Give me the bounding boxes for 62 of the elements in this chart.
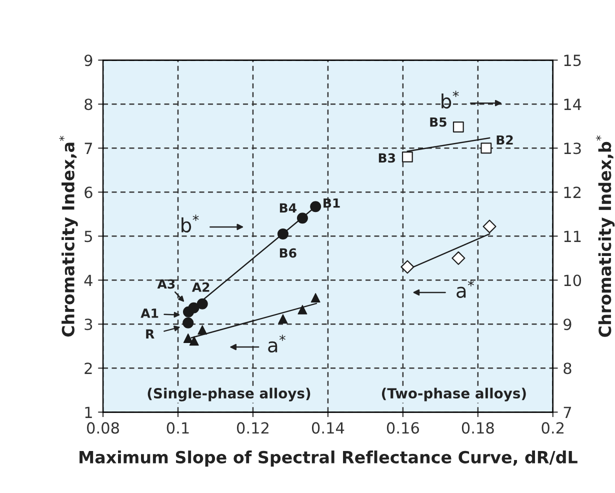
x-tick-label: 0.08 bbox=[87, 422, 119, 434]
point bbox=[452, 251, 466, 265]
y2-tick-label: 13 bbox=[564, 142, 581, 154]
x-axis-title: Maximum Slope of Spectral Reflectance Curve, dR/dL bbox=[80, 450, 578, 467]
point bbox=[400, 260, 414, 274]
y-axis-title: Chromaticity Index,a$^{*}$ bbox=[59, 136, 78, 337]
point bbox=[183, 333, 193, 343]
point bbox=[310, 293, 320, 302]
x-tick-label: 0.1 bbox=[166, 422, 189, 434]
annotation: B6 bbox=[280, 248, 296, 258]
point bbox=[452, 122, 464, 132]
annotation: b$^{*}$ bbox=[182, 214, 199, 232]
point bbox=[296, 212, 308, 224]
x-tick-label: 0.16 bbox=[386, 422, 419, 434]
y-tick-label: 9 bbox=[84, 54, 92, 66]
annotation: B4 bbox=[280, 203, 296, 212]
y-tick-label: 4 bbox=[84, 274, 92, 286]
y2-tick-label: 10 bbox=[564, 274, 582, 286]
point bbox=[198, 325, 208, 335]
point bbox=[402, 151, 413, 162]
x-tick-label: 0.14 bbox=[312, 422, 344, 434]
y-tick-label: 1 bbox=[85, 406, 92, 418]
y2-tick-label: 14 bbox=[564, 98, 582, 110]
point bbox=[188, 302, 200, 314]
annotation: B3 bbox=[378, 153, 395, 163]
annotation: (Single-phase alloys) bbox=[148, 388, 310, 402]
point bbox=[482, 220, 496, 234]
y-tick-label: 6 bbox=[84, 186, 92, 198]
y2-tick-label: 15 bbox=[564, 54, 581, 66]
point bbox=[277, 228, 288, 240]
annotation: A3 bbox=[157, 279, 175, 289]
x-tick-label: 0.12 bbox=[236, 422, 268, 434]
y2-tick-label: 12 bbox=[564, 186, 581, 198]
point bbox=[189, 336, 199, 346]
point bbox=[278, 314, 288, 324]
y2-tick-label: 9 bbox=[564, 318, 572, 330]
x-tick-label: 0.2 bbox=[542, 422, 564, 434]
annotation: b$^{*}$ bbox=[442, 90, 459, 109]
annotation: a$^{*}$ bbox=[268, 334, 286, 353]
x-tick-label: 0.18 bbox=[462, 422, 494, 434]
annotation: R bbox=[146, 329, 154, 339]
y-tick-label: 5 bbox=[84, 230, 92, 242]
y-tick-label: 3 bbox=[84, 318, 92, 330]
point bbox=[182, 317, 194, 328]
y2-tick-label: 7 bbox=[564, 406, 572, 418]
y2-axis-title: Chromaticity Index,b$^{*}$ bbox=[596, 135, 615, 337]
y2-tick-label: 8 bbox=[564, 362, 572, 374]
y-tick-label: 2 bbox=[84, 362, 92, 374]
point bbox=[480, 142, 492, 154]
annotation: A2 bbox=[192, 282, 210, 292]
annotation: (Two-phase alloys) bbox=[382, 388, 526, 402]
y-tick-label: 8 bbox=[84, 98, 92, 110]
annotation: A1 bbox=[140, 308, 158, 318]
annotation: a$^{*}$ bbox=[456, 280, 474, 298]
annotation: B1 bbox=[324, 198, 340, 208]
point bbox=[310, 201, 322, 212]
y2-tick-label: 11 bbox=[564, 230, 581, 242]
point bbox=[196, 298, 208, 310]
annotation: B2 bbox=[496, 135, 513, 145]
annotation: B5 bbox=[430, 117, 446, 127]
y-tick-label: 7 bbox=[84, 142, 92, 154]
point bbox=[298, 304, 308, 314]
